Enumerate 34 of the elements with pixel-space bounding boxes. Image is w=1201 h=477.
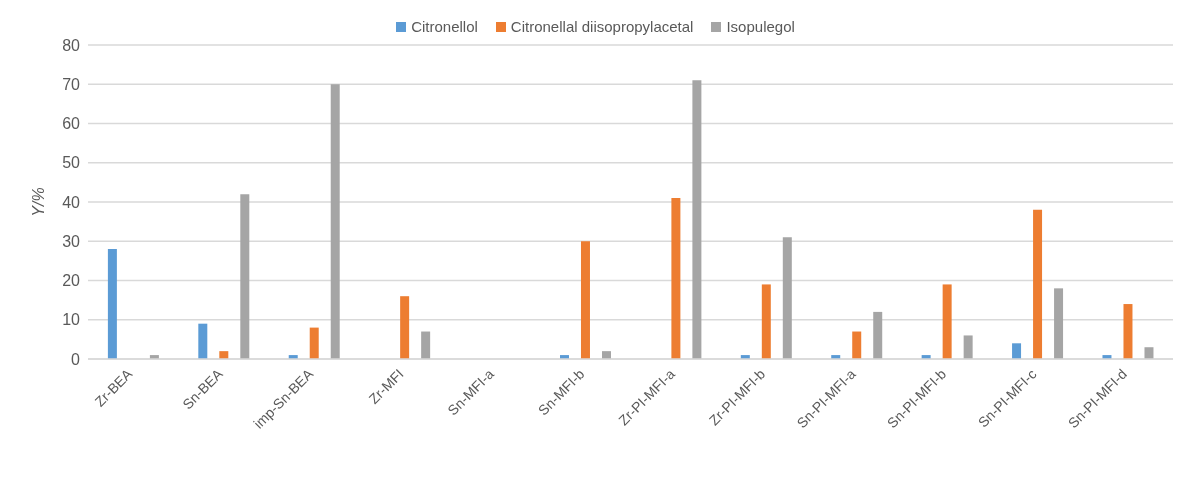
bar	[873, 311, 883, 359]
bar	[400, 296, 410, 359]
y-tick-label: 80	[62, 36, 81, 54]
bar	[963, 335, 973, 359]
bar	[761, 284, 771, 359]
bar	[671, 198, 681, 359]
bar	[421, 331, 431, 359]
bar	[1144, 347, 1154, 359]
y-tick-label: 10	[62, 311, 81, 329]
bar	[580, 241, 590, 359]
bar	[1054, 288, 1064, 359]
bar	[240, 194, 250, 359]
bar	[852, 331, 862, 359]
y-tick-label: 20	[62, 272, 81, 290]
y-tick-label: 40	[62, 193, 81, 211]
y-tick-label: 0	[71, 350, 81, 368]
bar	[330, 84, 340, 359]
bar	[309, 327, 319, 359]
y-tick-label: 60	[62, 115, 81, 133]
y-tick-label: 30	[62, 232, 81, 250]
legend-label: Citronellal diisopropylacetal	[509, 18, 694, 35]
bar	[198, 323, 208, 359]
bar	[1033, 209, 1043, 359]
bar	[782, 237, 792, 359]
bar	[692, 80, 702, 359]
bar	[107, 249, 117, 359]
y-axis-title: Y/%	[29, 187, 47, 217]
bar	[942, 284, 952, 359]
bar	[1123, 304, 1133, 359]
bar	[1012, 343, 1022, 359]
legend-label: Isopulegol	[725, 18, 795, 35]
y-tick-label: 70	[62, 75, 81, 93]
y-tick-label: 50	[62, 154, 81, 172]
legend-label: Citronellol	[410, 18, 478, 35]
